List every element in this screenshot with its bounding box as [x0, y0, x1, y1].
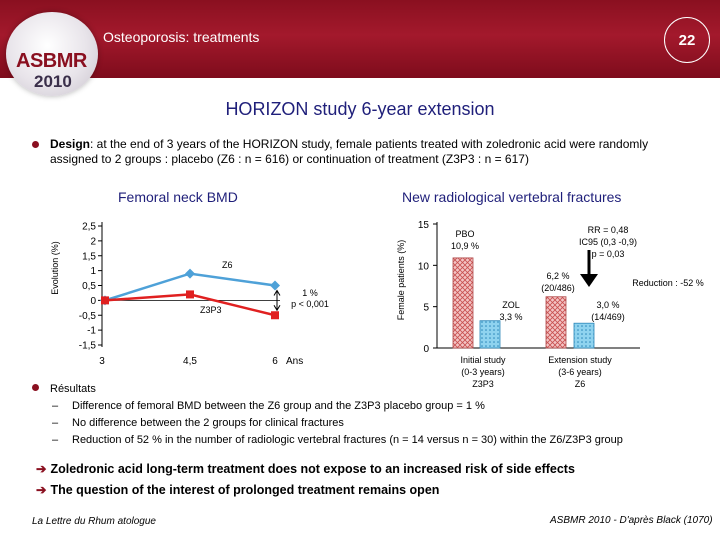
frac-rr-annotation: IC95 (0,3 -0,9): [579, 237, 637, 247]
bmd-x-tick-label: 6: [272, 356, 278, 367]
bmd-y-tick-label: -1,5: [79, 341, 97, 352]
frac-rr-annotation: p = 0,03: [592, 249, 625, 259]
bmd-point: [185, 268, 195, 279]
bmd-diff-arrow: [273, 289, 281, 296]
frac-bar-label: (14/469): [591, 312, 625, 322]
footer-source: La Lettre du Rhum atologue: [32, 516, 156, 527]
bmd-point: [271, 311, 279, 320]
design-label: Design: [50, 137, 91, 151]
frac-bar-label: PBO: [455, 229, 474, 239]
frac-group-label: Extension study: [548, 355, 612, 365]
bmd-y-tick-label: -0,5: [79, 311, 97, 322]
frac-bar-label: 10,9 %: [451, 241, 479, 251]
bmd-y-tick-label: 2,5: [82, 222, 96, 233]
frac-y-axis-label: Female patients (%): [396, 240, 406, 321]
frac-y-tick-label: 5: [423, 303, 429, 314]
bmd-point: [270, 280, 280, 291]
result-item: – Difference of femoral BMD between the Z…: [52, 400, 485, 412]
frac-bar: [545, 296, 567, 349]
asbmr-logo: ASBMR 2010: [6, 12, 98, 96]
bmd-point: [101, 296, 109, 305]
logo-text: ASBMR: [16, 50, 87, 72]
frac-y-tick-label: 0: [423, 344, 429, 355]
footer-reference: ASBMR 2010 - D'après Black (1070): [550, 515, 713, 526]
bmd-x-tick-label: 4,5: [183, 356, 197, 367]
frac-rr-annotation: RR = 0,48: [588, 225, 629, 235]
bmd-x-tick-label: 3: [99, 356, 105, 367]
fracture-chart-title: New radiological vertebral fractures: [402, 189, 622, 205]
bmd-point: [186, 290, 194, 299]
frac-group-label: (3-6 years): [558, 367, 602, 377]
frac-bar-label: 3,0 %: [596, 300, 619, 310]
frac-group-label: Z3P3: [472, 379, 494, 389]
frac-bar: [573, 322, 595, 349]
conclusion-line: ➔ Zoledronic acid long-term treatment doe…: [36, 462, 575, 476]
frac-bar-label: 3,3 %: [499, 312, 522, 322]
frac-bar: [452, 257, 474, 349]
bmd-annotation: 1 %: [302, 288, 318, 298]
bmd-series-label-z6: Z6: [222, 260, 233, 270]
frac-y-tick-label: 15: [418, 220, 430, 231]
logo-year: 2010: [34, 72, 72, 91]
frac-bar-label: (20/486): [541, 283, 575, 293]
bmd-y-tick-label: 0: [90, 296, 96, 307]
slide-number: 22: [664, 17, 710, 63]
bmd-y-tick-label: 2: [90, 236, 96, 247]
conclusion-line: ➔ The question of the interest of prolong…: [36, 483, 440, 497]
bmd-series-label-z3p3: Z3P3: [200, 305, 222, 315]
bmd-y-tick-label: 0,5: [82, 281, 96, 292]
bmd-y-tick-label: 1: [90, 266, 96, 277]
bullet-icon: [32, 141, 39, 148]
bmd-annotation: p < 0,001: [291, 299, 329, 309]
bmd-y-axis-label: Evolution (%): [50, 241, 60, 295]
bmd-diff-arrow: [273, 304, 281, 312]
bmd-x-axis-label: Ans: [286, 356, 303, 367]
design-paragraph: Design: at the end of 3 years of the HOR…: [50, 137, 690, 167]
bmd-y-tick-label: 1,5: [82, 251, 96, 262]
bullet-icon: [32, 384, 39, 391]
frac-group-label: Initial study: [460, 355, 506, 365]
design-text: : at the end of 3 years of the HORIZON s…: [50, 137, 649, 166]
slide-title: Osteoporosis: treatments: [103, 29, 260, 45]
frac-bar: [479, 320, 501, 349]
results-title: Résultats: [50, 383, 96, 395]
frac-group-label: Z6: [575, 379, 586, 389]
frac-group-label: (0-3 years): [461, 367, 505, 377]
frac-y-tick-label: 10: [418, 261, 430, 272]
arrow-right-icon: ➔: [36, 462, 47, 476]
frac-reduction-annotation: Reduction : -52 %: [632, 278, 704, 288]
fracture-bar-chart: 15 10 5 0 Female patients (%) Initial study (0…: [396, 220, 704, 389]
arrow-right-icon: ➔: [36, 483, 47, 497]
bmd-y-tick-label: -1: [87, 326, 96, 337]
header-banner: [0, 0, 720, 78]
page-title: HORIZON study 6-year extension: [225, 99, 495, 119]
down-arrow-icon: [580, 274, 598, 287]
frac-bar-label: ZOL: [502, 300, 520, 310]
bmd-chart-title: Femoral neck BMD: [118, 189, 238, 205]
frac-bar-label: 6,2 %: [546, 271, 569, 281]
result-item: – Reduction of 52 % in the number of radi…: [52, 434, 623, 446]
result-item: – No difference between the 2 groups for …: [52, 417, 344, 429]
bmd-line-chart: 2,5 2 1,5 1 0,5 0 -0,5 -1 -1,5 Evolution (%) 3 4,5 6…: [50, 222, 329, 368]
